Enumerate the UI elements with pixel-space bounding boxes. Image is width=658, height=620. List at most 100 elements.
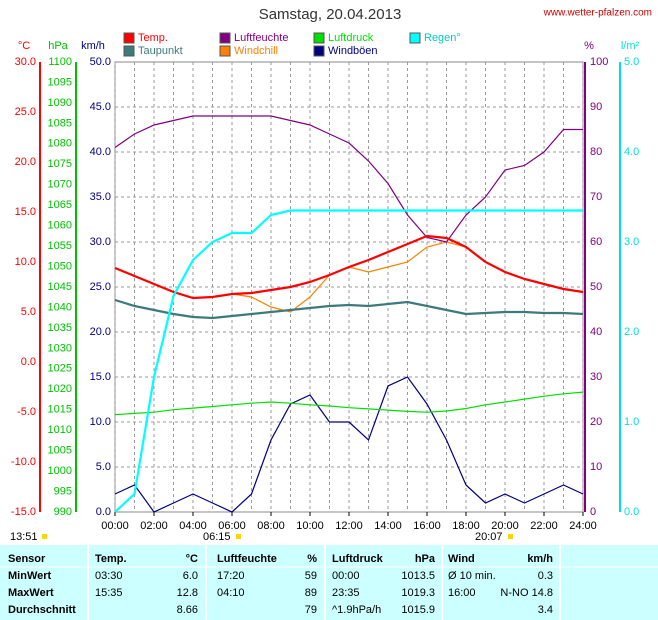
y-tick-label: -15.0 xyxy=(11,506,36,518)
y-tick-label: 1080 xyxy=(48,138,72,150)
series-line xyxy=(114,115,583,243)
y-tick-label: 1020 xyxy=(48,383,72,395)
x-tick-label: 12:00 xyxy=(335,520,363,532)
legend-swatch xyxy=(409,32,421,44)
table-cell: 1015.9 xyxy=(401,604,435,616)
annotation: 13:51 xyxy=(10,531,38,543)
sun-icon xyxy=(508,534,513,539)
table-cell: 03:30 xyxy=(95,570,123,582)
source: www.wetter-pfalzen.com xyxy=(543,8,652,19)
x-tick-label: 16:00 xyxy=(413,520,441,532)
table-cell: 8.66 xyxy=(177,604,198,616)
y-tick-label: 1005 xyxy=(48,445,72,457)
table-cell: 79 xyxy=(305,604,317,616)
table-cell: 16:00 xyxy=(448,587,476,599)
table-cell: Ø 10 min. xyxy=(448,570,496,582)
y-tick-label: 50 xyxy=(590,281,602,293)
table-cell: 1013.5 xyxy=(401,570,435,582)
y-tick-label: 90 xyxy=(590,101,602,113)
y-tick-label: 1100 xyxy=(48,56,72,68)
y-tick-label: 15.0 xyxy=(90,371,111,383)
legend-label: Taupunkt xyxy=(138,45,183,57)
table-header: °C xyxy=(186,553,198,565)
axis-title: hPa xyxy=(48,40,68,52)
y-tick-label: 1040 xyxy=(48,301,72,313)
x-tick-label: 20:00 xyxy=(491,520,519,532)
legend-swatch xyxy=(123,32,135,44)
x-tick-label: 02:00 xyxy=(140,520,168,532)
x-tick-label: 22:00 xyxy=(530,520,558,532)
y-tick-label: 2.0 xyxy=(624,326,639,338)
y-tick-label: 0.0 xyxy=(96,506,111,518)
legend-swatch xyxy=(219,45,231,57)
y-tick-label: 1035 xyxy=(48,322,72,334)
legend-swatch xyxy=(313,45,325,57)
table-header: Luftdruck xyxy=(332,553,384,565)
table-cell: 1019.3 xyxy=(401,587,435,599)
y-tick-label: 10 xyxy=(590,461,602,473)
y-tick-label: 0.0 xyxy=(21,356,36,368)
y-tick-label: 5.0 xyxy=(624,56,639,68)
x-tick-label: 24:00 xyxy=(569,520,597,532)
y-tick-label: 1095 xyxy=(48,76,72,88)
axis-title: °C xyxy=(18,40,30,52)
table-cell: MinWert xyxy=(8,570,52,582)
sun-icon xyxy=(42,534,47,539)
y-tick-label: 70 xyxy=(590,191,602,203)
legend-label: Regen° xyxy=(424,32,461,44)
table-cell: 17:20 xyxy=(217,570,245,582)
y-tick-label: 20 xyxy=(590,416,602,428)
y-tick-label: 45.0 xyxy=(90,101,111,113)
y-tick-label: 1015 xyxy=(48,404,72,416)
y-tick-label: 1055 xyxy=(48,240,72,252)
legend-label: Windchill xyxy=(234,45,278,57)
annotation: 06:15 xyxy=(203,531,231,543)
table-header: Temp. xyxy=(95,553,127,565)
table-header: Wind xyxy=(448,553,475,565)
y-tick-label: 1.0 xyxy=(624,416,639,428)
y-tick-label: 1000 xyxy=(48,465,72,477)
table-cell: 0.3 xyxy=(538,570,553,582)
y-tick-label: 1075 xyxy=(48,158,72,170)
x-tick-label: 04:00 xyxy=(179,520,207,532)
legend-label: Windböen xyxy=(328,45,378,57)
series-line xyxy=(114,209,583,513)
y-tick-label: 4.0 xyxy=(624,146,639,158)
series-line xyxy=(114,376,584,513)
y-tick-label: -10.0 xyxy=(11,456,36,468)
table-cell: 59 xyxy=(305,570,317,582)
y-tick-label: 1070 xyxy=(48,179,72,191)
y-tick-label: 0 xyxy=(590,506,596,518)
y-tick-label: 80 xyxy=(590,146,602,158)
table-header: % xyxy=(307,553,317,565)
series-line xyxy=(114,234,584,300)
y-tick-label: 1085 xyxy=(48,117,72,129)
legend-swatch xyxy=(313,32,325,44)
x-tick-label: 10:00 xyxy=(296,520,324,532)
y-tick-label: 60 xyxy=(590,236,602,248)
table-cell: 89 xyxy=(305,587,317,599)
legend-label: Temp. xyxy=(138,32,168,44)
table-cell: MaxWert xyxy=(8,587,54,599)
series-line xyxy=(114,298,584,320)
axis-title: l/m² xyxy=(621,40,640,52)
table-cell: Durchschnitt xyxy=(8,604,76,616)
y-tick-label: 15.0 xyxy=(15,206,36,218)
y-tick-label: 25.0 xyxy=(15,106,36,118)
legend-swatch xyxy=(219,32,231,44)
legend-swatch xyxy=(123,45,135,57)
x-tick-label: 00:00 xyxy=(101,520,129,532)
series-line xyxy=(114,391,584,416)
axis-title: km/h xyxy=(81,40,105,52)
y-tick-label: 995 xyxy=(54,485,72,497)
y-tick-label: 1090 xyxy=(48,97,72,109)
y-tick-label: 35.0 xyxy=(90,191,111,203)
y-tick-label: 30.0 xyxy=(90,236,111,248)
table-header: Sensor xyxy=(8,553,46,565)
axis-title: % xyxy=(584,40,594,52)
y-tick-label: 1010 xyxy=(48,424,72,436)
table-header: hPa xyxy=(415,553,436,565)
y-tick-label: 50.0 xyxy=(90,56,111,68)
y-tick-label: 1065 xyxy=(48,199,72,211)
y-tick-label: 30.0 xyxy=(15,56,36,68)
